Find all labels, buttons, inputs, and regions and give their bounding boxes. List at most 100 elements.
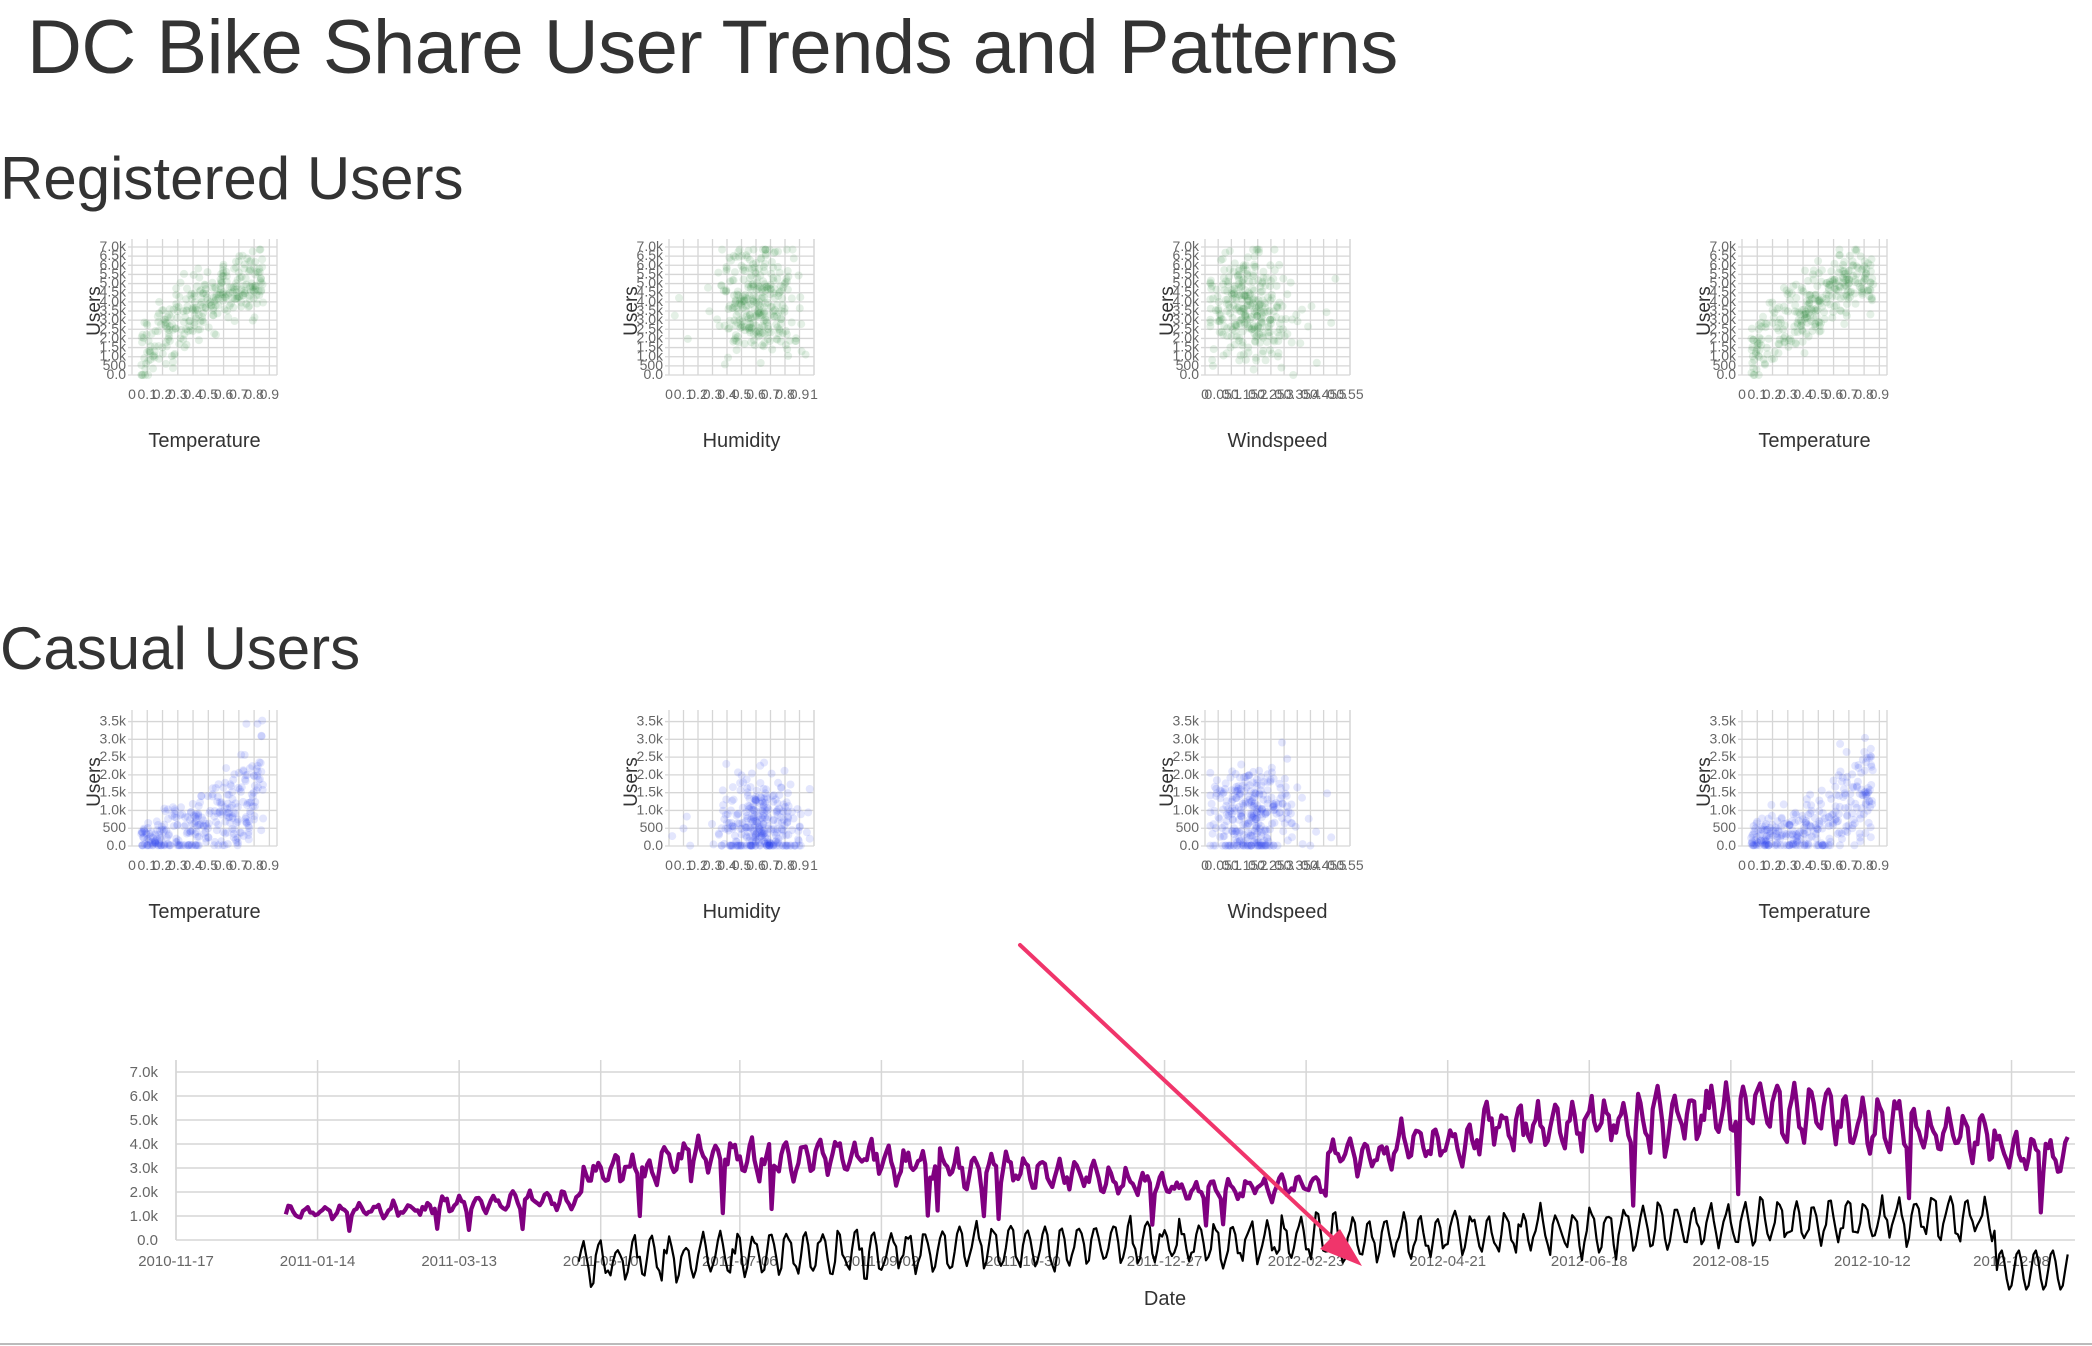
scatter-point <box>1789 840 1798 849</box>
scatter-point <box>760 826 768 835</box>
scatter-point <box>1785 288 1794 297</box>
scatter-point <box>1269 841 1278 850</box>
scatter-point <box>1243 841 1252 850</box>
scatter-point <box>250 781 259 790</box>
scatter-point <box>724 353 732 362</box>
scatter-point <box>734 809 743 818</box>
scatter-point <box>734 247 743 256</box>
scatter-point <box>745 841 754 850</box>
scatter-point <box>739 263 748 272</box>
scatter-point <box>1859 285 1868 294</box>
scatter-point <box>715 321 724 330</box>
scatter-point <box>215 808 224 817</box>
scatter-point <box>1755 841 1764 850</box>
scatter-point <box>1304 814 1313 823</box>
scatter-point <box>1244 819 1253 828</box>
scatter-point <box>752 298 761 307</box>
scatter-point <box>1761 837 1770 846</box>
y-tick-label: 2.0k <box>1173 766 1200 782</box>
scatter-point <box>1866 278 1875 287</box>
scatter-point <box>151 327 160 335</box>
scatter-point <box>755 323 764 332</box>
scatter-point <box>1272 313 1281 321</box>
scatter-point <box>1780 841 1788 850</box>
scatter-point <box>1298 793 1306 802</box>
scatter-point <box>1246 809 1255 818</box>
scatter-point <box>1829 776 1838 785</box>
scatter-point <box>258 280 267 289</box>
scatter-point <box>1800 826 1809 835</box>
scatter-point <box>1808 326 1817 335</box>
y-tick-label: 6.5k <box>637 247 664 263</box>
scatter-point <box>1247 809 1256 818</box>
scatter-point <box>246 287 255 296</box>
x-tick-label: 0.5 <box>199 857 219 873</box>
scatter-point <box>1257 317 1266 326</box>
scatter-point <box>230 829 238 838</box>
scatter-point <box>1802 312 1811 321</box>
scatter-point <box>208 283 217 292</box>
scatter-point <box>1263 799 1272 808</box>
scatter-point <box>1844 267 1853 276</box>
scatter-point <box>1800 841 1809 850</box>
scatter-point <box>1832 301 1841 310</box>
scatter-point <box>253 767 262 776</box>
scatter-point <box>155 354 163 363</box>
scatter-point <box>733 304 741 313</box>
scatter-point <box>777 286 786 295</box>
scatter-point <box>1757 836 1766 845</box>
scatter-point <box>244 828 253 837</box>
scatter-point <box>143 841 152 850</box>
scatter-point <box>160 825 169 834</box>
scatter-point <box>746 841 755 850</box>
scatter-point <box>758 815 767 823</box>
scatter-point <box>1787 289 1796 298</box>
scatter-point <box>188 305 197 314</box>
scatter-point <box>1787 840 1796 849</box>
scatter-point <box>1233 841 1242 850</box>
scatter-point <box>187 808 195 817</box>
scatter-point <box>255 291 264 300</box>
x-tick-label: 0.3 <box>1274 386 1294 402</box>
scatter-point <box>217 277 226 286</box>
scatter-point <box>755 309 763 317</box>
scatter-point <box>742 312 751 321</box>
scatter-point <box>239 281 248 290</box>
scatter-point <box>227 283 236 292</box>
scatter-point <box>754 822 763 831</box>
scatter-point <box>1867 797 1876 805</box>
scatter-point <box>1798 327 1807 336</box>
scatter-point <box>190 811 198 820</box>
scatter-point <box>240 260 249 269</box>
scatter-point <box>758 829 767 837</box>
scatter-point <box>1794 315 1803 324</box>
x-tick-label: 0.2 <box>688 386 708 402</box>
scatter-point <box>1242 833 1251 842</box>
scatter-point <box>1265 332 1274 340</box>
scatter-point <box>1801 818 1810 827</box>
scatter-point <box>722 267 731 275</box>
scatter-point <box>1247 313 1256 321</box>
scatter-point <box>776 281 785 290</box>
scatter-point <box>140 354 149 363</box>
scatter-point <box>1821 841 1830 850</box>
scatter-point <box>773 806 782 815</box>
scatter-point <box>241 814 250 823</box>
scatter-point <box>769 289 778 298</box>
scatter-point <box>211 296 220 305</box>
scatter-point <box>1813 825 1822 834</box>
scatter-point <box>229 809 238 817</box>
scatter-point <box>1232 827 1241 836</box>
scatter-point <box>1278 738 1287 747</box>
scatter-point <box>223 290 232 299</box>
scatter-point <box>166 841 175 850</box>
scatter-point <box>194 809 203 818</box>
scatter-point <box>1851 245 1860 254</box>
scatter-point <box>750 806 759 815</box>
scatter-point <box>1258 279 1267 288</box>
scatter-point <box>745 310 754 319</box>
scatter-point <box>1279 827 1288 836</box>
scatter-point <box>255 267 264 276</box>
scatter-point <box>210 329 219 338</box>
x-tick-label: 0.7 <box>1839 857 1859 873</box>
